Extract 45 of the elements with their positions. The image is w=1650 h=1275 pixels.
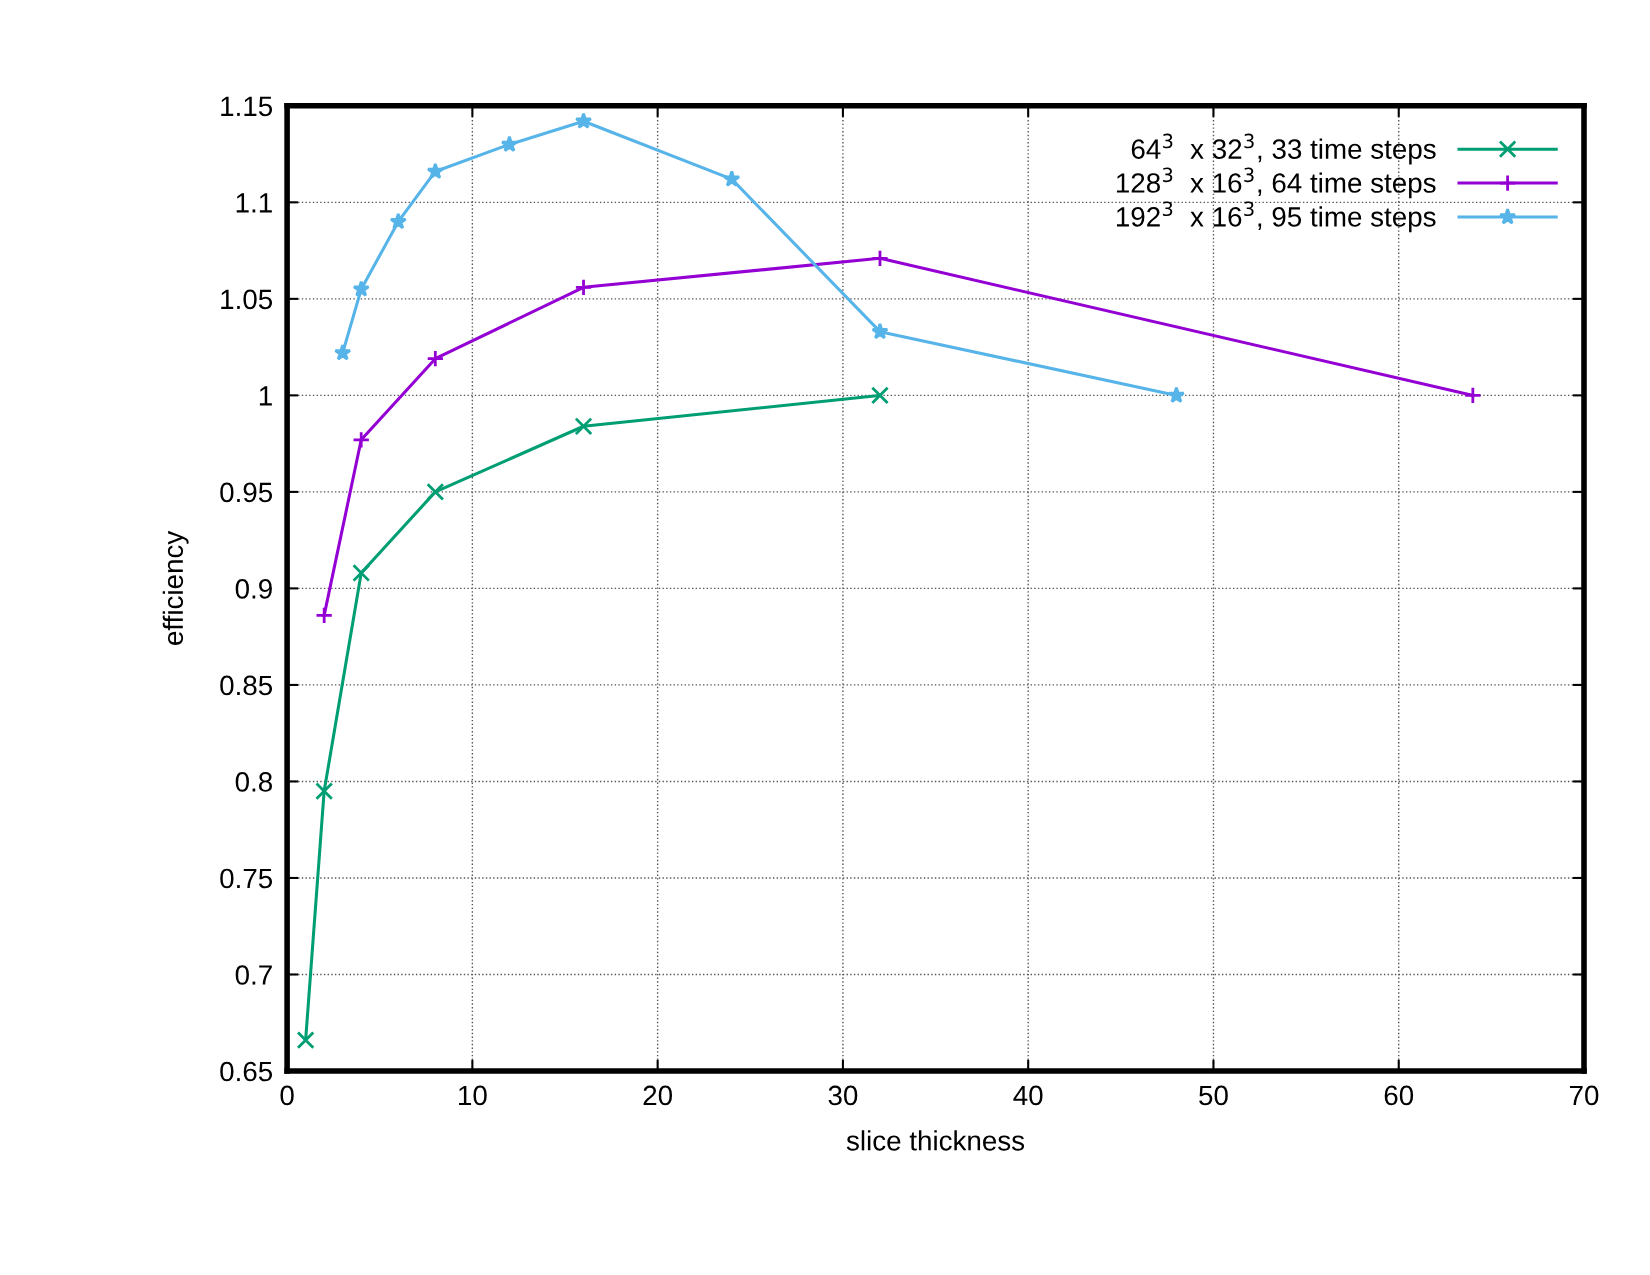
- legend-label: 64$^{3}$ x 32$^{3}$, 33 time steps: [1131, 133, 1436, 165]
- x-tick-label: 60: [1384, 1085, 1414, 1106]
- point: [426, 162, 444, 180]
- y-tick-label: 1.05: [221, 289, 273, 310]
- point: [723, 170, 741, 187]
- point: [870, 386, 889, 405]
- point: [1463, 386, 1482, 405]
- point: [871, 322, 889, 340]
- point: [426, 349, 445, 368]
- point: [352, 430, 371, 449]
- point: [574, 417, 593, 436]
- x-axis-title: slice thickness: [846, 1130, 1025, 1151]
- point: [315, 606, 334, 625]
- y-tick-label: 0.75: [220, 868, 273, 889]
- point: [574, 278, 593, 297]
- x-tick-label: 0: [280, 1085, 294, 1106]
- y-tick-label: 0.95: [220, 482, 273, 503]
- point: [352, 280, 370, 297]
- y-tick-label: 0.7: [235, 965, 272, 985]
- x-tick-label: 40: [1013, 1085, 1043, 1106]
- y-tick-label: 1.15: [221, 96, 273, 117]
- y-tick-label: 0.65: [220, 1061, 273, 1082]
- point: [315, 782, 334, 801]
- y-tick-label: 0.8: [235, 772, 273, 792]
- y-axis-title: efficiency: [162, 530, 189, 645]
- x-tick-label: 70: [1569, 1085, 1599, 1106]
- y-tick-label: 0.9: [235, 579, 272, 599]
- legend-label: 192$^{3}$ x 16$^{3}$, 95 time steps: [1116, 201, 1436, 233]
- y-tick-label: 0.85: [220, 675, 273, 696]
- x-tick-label: 30: [828, 1085, 858, 1106]
- point: [426, 482, 445, 501]
- x-tick-label: 20: [643, 1085, 673, 1106]
- point: [870, 249, 889, 268]
- x-tick-label: 50: [1199, 1085, 1228, 1106]
- y-tick-label: 1.1: [236, 193, 272, 213]
- point: [352, 563, 371, 582]
- point: [574, 112, 593, 129]
- point: [334, 343, 352, 361]
- point: [500, 135, 519, 152]
- x-tick-label: 10: [459, 1085, 487, 1106]
- y-tick-label: 1: [259, 386, 272, 406]
- point: [389, 212, 407, 230]
- legend-label: 128$^{3}$ x 16$^{3}$, 64 time steps: [1116, 167, 1436, 199]
- point: [296, 1031, 315, 1050]
- point: [1167, 386, 1186, 403]
